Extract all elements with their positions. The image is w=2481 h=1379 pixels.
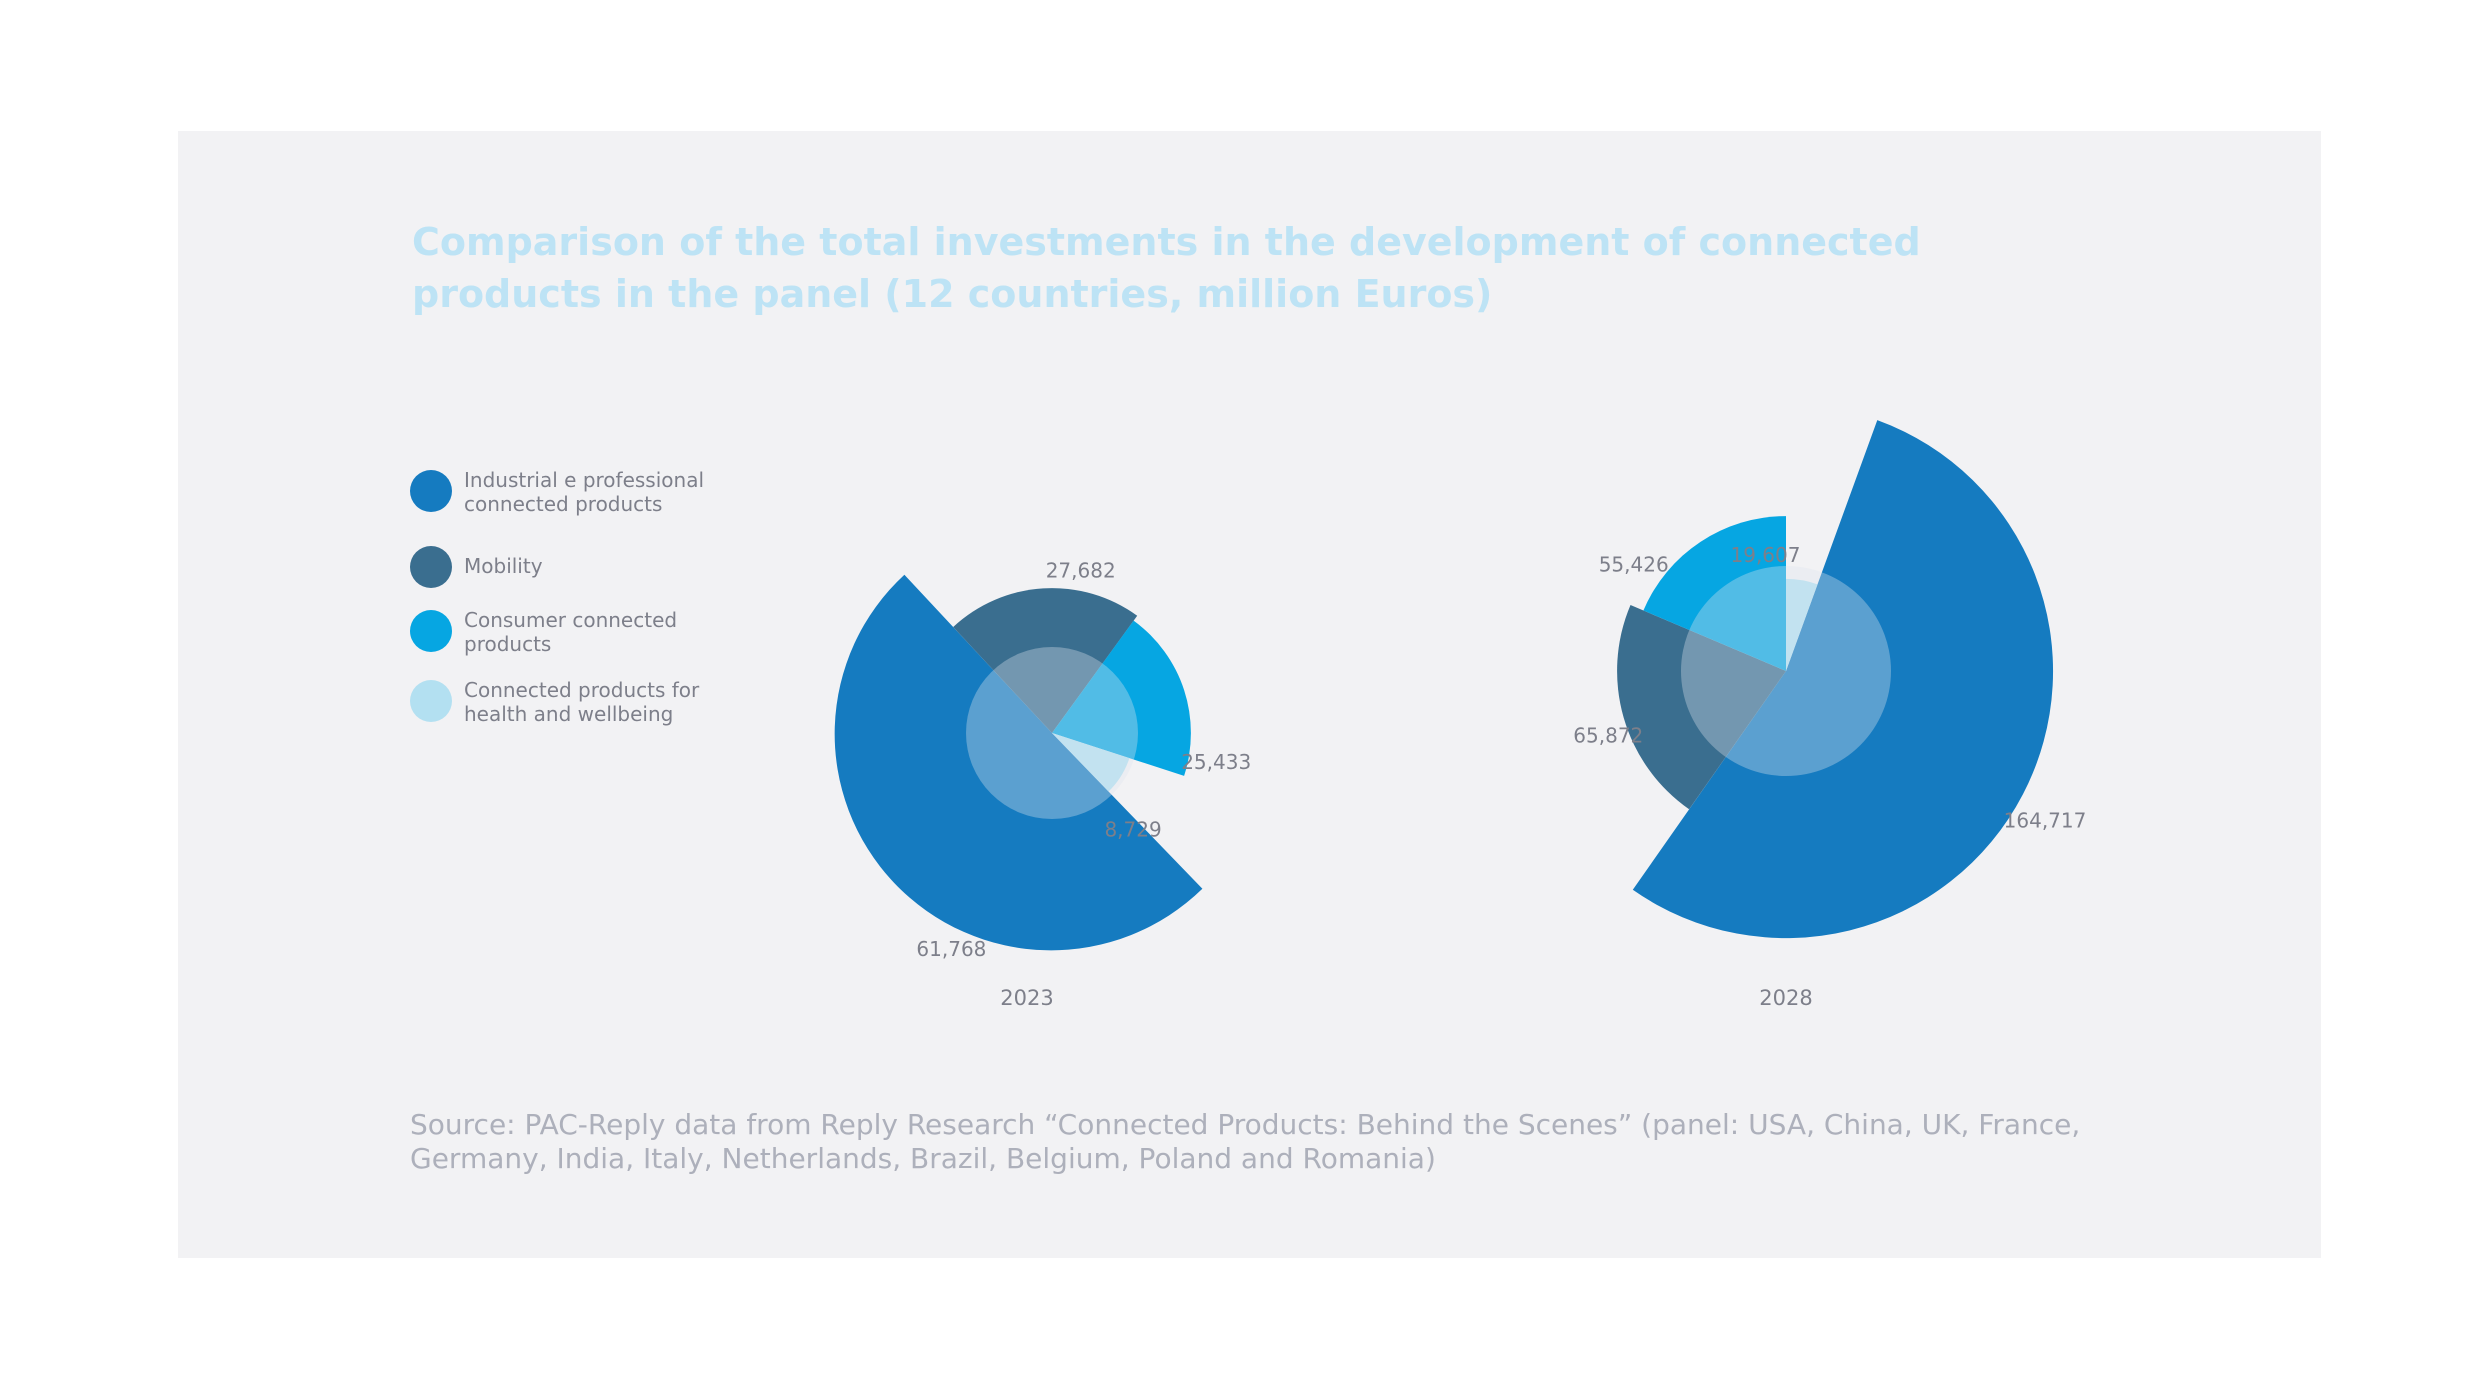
slice-industrial-2023 [834,574,1203,951]
legend-swatch-industrial [410,470,452,512]
legend-item-consumer: Consumer connected products [410,608,734,656]
legend-item-mobility: Mobility [410,544,734,588]
legend-label-health: Connected products for health and wellbe… [464,678,700,726]
value-label-health-2028: 19,607 [1731,543,1801,567]
legend-item-industrial: Industrial e professional connected prod… [410,468,734,516]
slice-mobility-2028 [1617,605,1786,810]
value-label-health-2023: 8,729 [1104,818,1161,842]
value-label-industrial-2023: 61,768 [916,937,986,961]
slice-consumer-2023 [1052,620,1191,776]
legend-label-mobility: Mobility [464,554,543,578]
source-note: Source: PAC-Reply data from Reply Resear… [410,1108,2081,1175]
legend-swatch-consumer [410,610,452,652]
slice-mobility-2023 [953,588,1138,733]
value-label-consumer-2023: 25,433 [1181,750,1251,774]
chart-2028: 164,717 65,872 55,426 19,607 2028 [1573,420,2086,1010]
chart-2023: 61,768 27,682 25,433 8,729 2023 [834,558,1251,1010]
legend-item-health: Connected products for health and wellbe… [410,678,734,726]
chart-title: Comparison of the total investments in t… [412,220,1921,316]
legend-swatch-mobility [410,546,452,588]
value-label-mobility-2023: 27,682 [1046,558,1116,582]
value-label-industrial-2028: 164,717 [2004,809,2087,833]
slice-health-2028 [1786,578,1818,671]
slice-industrial-2028 [1632,420,2054,939]
year-label-2028: 2028 [1759,986,1812,1010]
legend-label-consumer: Consumer connected products [464,608,678,656]
center-disc-2028 [1681,566,1891,776]
center-disc-2023 [966,647,1138,819]
slice-health-2023 [1052,733,1130,792]
year-label-2023: 2023 [1000,986,1053,1010]
value-label-mobility-2028: 65,872 [1573,724,1643,748]
legend-label-industrial: Industrial e professional connected prod… [464,468,704,516]
slice-consumer-2028 [1643,516,1786,671]
legend-swatch-health [410,680,452,722]
value-label-consumer-2028: 55,426 [1599,552,1669,576]
